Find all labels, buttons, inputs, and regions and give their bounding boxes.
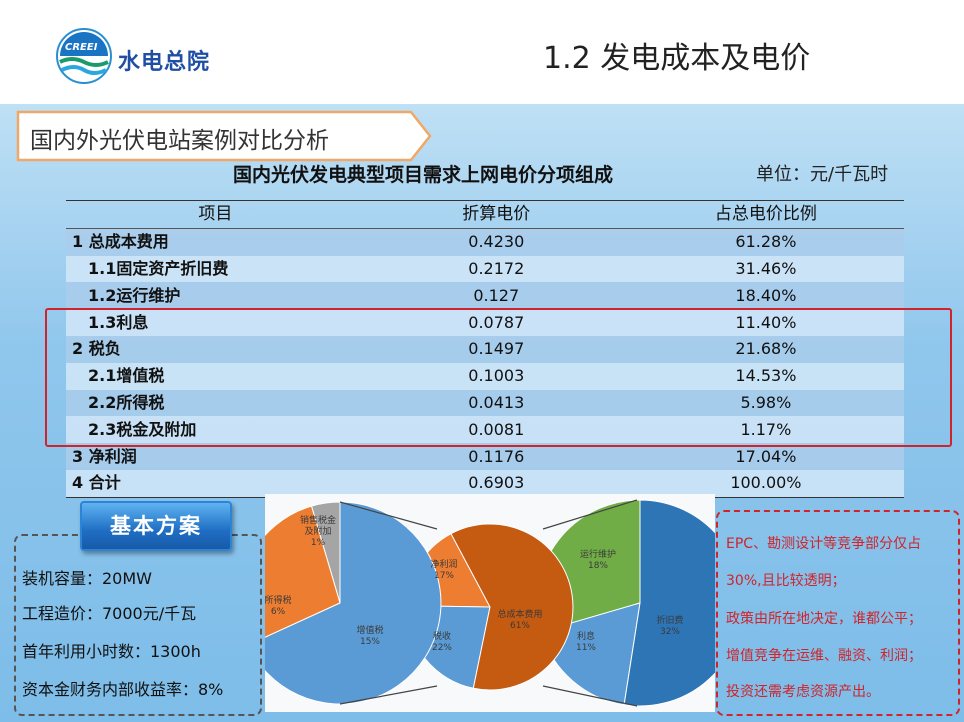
pie-slice xyxy=(450,523,574,691)
table-row: 2 税负 0.1497 21.68% xyxy=(66,335,904,363)
highlight-box xyxy=(45,308,952,447)
table-row: 1 总成本费用 0.4230 61.28% xyxy=(66,228,904,256)
table-row: 2.3税金及附加 0.0081 1.17% xyxy=(66,416,904,444)
section-tag: 国内外光伏电站案例对比分析 xyxy=(30,128,329,154)
logo-badge-text: CREEI xyxy=(65,42,98,53)
pie-label: 运行维护 18% xyxy=(580,548,616,571)
pie-label: 销售税金及附加 1% xyxy=(300,514,336,548)
table-title: 国内光伏发电典型项目需求上网电价分项组成 xyxy=(233,164,614,186)
note-line-3: 政策由所在地决定，谁都公平； xyxy=(726,611,922,627)
row-value: 0.1003 xyxy=(364,362,628,390)
row-pct: 17.04% xyxy=(627,443,904,470)
creei-logo-icon: CREEI xyxy=(56,28,112,84)
pie-label: 所得税 6% xyxy=(265,594,292,617)
pie-label: 利息 11% xyxy=(576,630,596,653)
row-pct: 1.17% xyxy=(627,416,904,444)
table-row: 1.2运行维护 0.127 18.40% xyxy=(66,282,904,310)
logo-text: 水电总院 xyxy=(118,50,211,75)
charts-panel: 增值税 15% 所得税 6% 销售税金及附加 1% 总成本费用 61% 税收 22% 净利润 17% 折… xyxy=(238,494,744,712)
note-line-1: EPC、勘测设计等竞争部分仅占 xyxy=(726,536,922,552)
table-row: 3 净利润 0.1176 17.04% xyxy=(66,443,904,470)
row-item: 1.2运行维护 xyxy=(66,282,365,310)
slide-title: 1.2 发电成本及电价 xyxy=(543,41,811,76)
pie-label: 增值税 15% xyxy=(356,624,383,647)
basic-plan-irr: 资本金财务内部收益率：8% xyxy=(22,680,224,699)
row-item: 1.1固定资产折旧费 xyxy=(66,255,365,283)
table-header-row: 项目 折算电价 占总电价比例 xyxy=(66,200,904,229)
pie-label: 净利润 17% xyxy=(430,558,457,581)
row-item: 2.2所得税 xyxy=(66,389,365,417)
row-pct: 61.28% xyxy=(627,228,904,256)
header-value: 折算电价 xyxy=(364,200,628,229)
table-row: 4 合计 0.6903 100.00% xyxy=(66,469,904,498)
row-pct: 21.68% xyxy=(627,335,904,363)
row-pct: 14.53% xyxy=(627,362,904,390)
section-tag-shape xyxy=(16,110,432,162)
pie-label: 税收 22% xyxy=(432,630,452,653)
row-item: 1 总成本费用 xyxy=(66,228,365,256)
row-value: 0.0081 xyxy=(364,416,628,444)
row-value: 0.4230 xyxy=(364,228,628,256)
row-item: 3 净利润 xyxy=(66,443,365,470)
pie-slice xyxy=(247,501,442,705)
row-value: 0.1176 xyxy=(364,443,628,470)
row-value: 0.6903 xyxy=(364,469,628,498)
header: CREEI 水电总院 1.2 发电成本及电价 xyxy=(0,0,964,104)
pie-label: 折旧费 32% xyxy=(656,614,683,637)
header-pct: 占总电价比例 xyxy=(627,200,904,229)
basic-plan-button[interactable]: 基本方案 xyxy=(80,501,232,551)
note-line-2: 30%,且比较透明； xyxy=(726,573,846,589)
pie-label: 总成本费用 61% xyxy=(497,608,542,631)
note-line-4: 增值竞争在运维、融资、利润； xyxy=(726,648,922,664)
note-line-5: 投资还需考虑资源产出。 xyxy=(726,684,880,700)
row-item: 1.3利息 xyxy=(66,309,365,336)
table-row: 1.1固定资产折旧费 0.2172 31.46% xyxy=(66,255,904,283)
row-item: 2.1增值税 xyxy=(66,362,365,390)
row-item: 2.3税金及附加 xyxy=(66,416,365,444)
row-pct: 100.00% xyxy=(627,469,904,498)
row-value: 0.127 xyxy=(364,282,628,310)
table-row: 2.1增值税 0.1003 14.53% xyxy=(66,362,904,390)
header-item: 项目 xyxy=(66,200,365,229)
pie-charts: 增值税 15% 所得税 6% 销售税金及附加 1% 总成本费用 61% 税收 22% 净利润 17% 折… xyxy=(238,499,744,707)
row-pct: 31.46% xyxy=(627,255,904,283)
row-value: 0.0413 xyxy=(364,389,628,417)
row-value: 0.0787 xyxy=(364,309,628,336)
price-breakdown-table: 项目 折算电价 占总电价比例 1 总成本费用 0.4230 61.28% 1.1固定资… xyxy=(66,200,904,498)
table-unit: 单位：元/千瓦时 xyxy=(756,164,889,185)
row-item: 4 合计 xyxy=(66,469,365,498)
table-row: 2.2所得税 0.0413 5.98% xyxy=(66,389,904,417)
row-pct: 18.40% xyxy=(627,282,904,310)
basic-plan-hours: 首年利用小时数：1300h xyxy=(22,642,201,661)
basic-plan-capacity: 装机容量：20MW xyxy=(22,569,152,588)
row-pct: 11.40% xyxy=(627,309,904,336)
table-row: 1.3利息 0.0787 11.40% xyxy=(66,309,904,336)
row-pct: 5.98% xyxy=(627,389,904,417)
row-item: 2 税负 xyxy=(66,335,365,363)
notes-box xyxy=(716,510,960,716)
row-value: 0.1497 xyxy=(364,335,628,363)
row-value: 0.2172 xyxy=(364,255,628,283)
basic-plan-cost: 工程造价：7000元/千瓦 xyxy=(22,604,197,623)
